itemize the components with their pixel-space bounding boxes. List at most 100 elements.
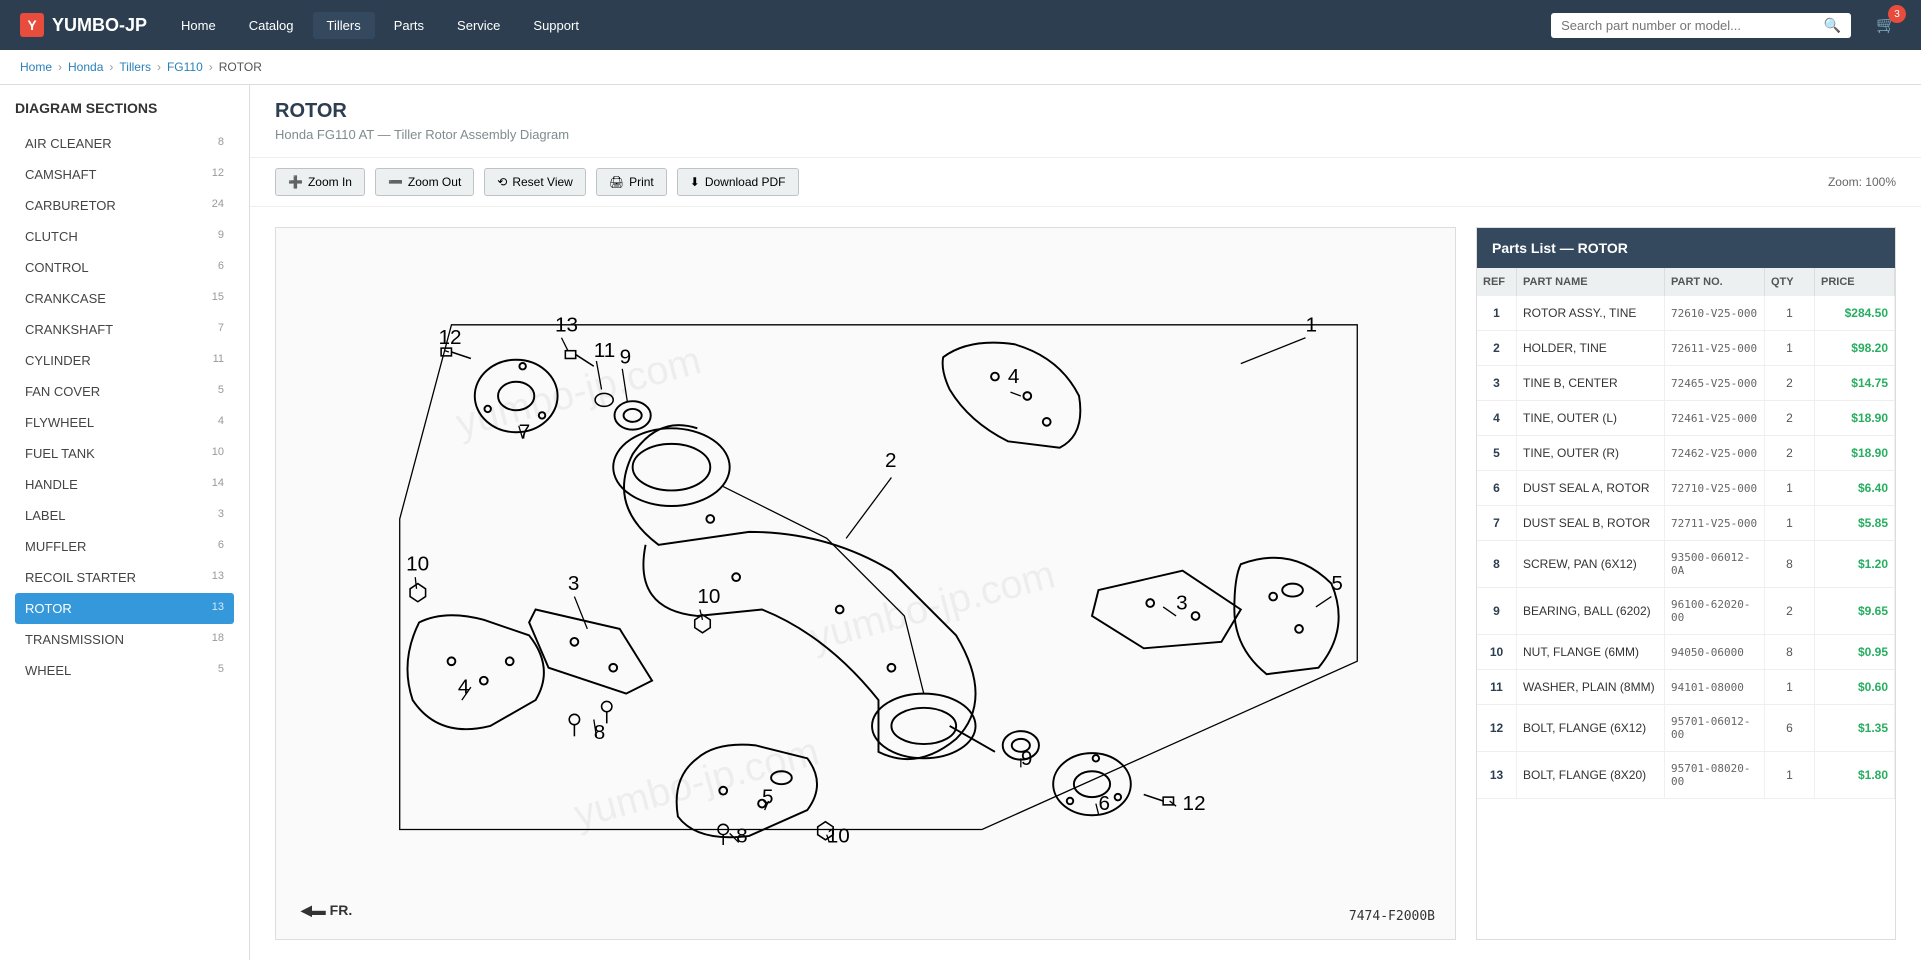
sidebar-item-muffler[interactable]: MUFFLER6 xyxy=(15,531,234,562)
ref-cell: 9 xyxy=(1477,588,1517,634)
callout-8[interactable]: 8 xyxy=(736,824,748,847)
print-button[interactable]: 🖨 Print xyxy=(596,168,667,196)
sidebar-item-count: 8 xyxy=(218,136,224,151)
callout-6[interactable]: 6 xyxy=(1098,792,1110,815)
parts-row[interactable]: 10NUT, FLANGE (6MM)94050-060008$0.95 xyxy=(1477,635,1895,670)
callout-5[interactable]: 5 xyxy=(1331,572,1343,595)
sidebar-item-clutch[interactable]: CLUTCH9 xyxy=(15,221,234,252)
cart-button[interactable]: 🛒 3 xyxy=(1871,10,1901,40)
sidebar-item-label[interactable]: LABEL3 xyxy=(15,500,234,531)
breadcrumb: Home›Honda›Tillers›FG110›ROTOR xyxy=(0,50,1921,85)
parts-row[interactable]: 7DUST SEAL B, ROTOR72711-V25-0001$5.85 xyxy=(1477,506,1895,541)
diagram-toolbar: ➕ Zoom In ➖ Zoom Out ⟲ Reset View 🖨 Prin… xyxy=(250,158,1921,207)
bolt-13 xyxy=(565,351,593,367)
callout-4[interactable]: 4 xyxy=(1008,365,1020,388)
breadcrumb-item[interactable]: Tillers xyxy=(119,60,151,74)
sidebar-item-recoil-starter[interactable]: RECOIL STARTER13 xyxy=(15,562,234,593)
search-input[interactable] xyxy=(1561,18,1824,33)
parts-row[interactable]: 2HOLDER, TINE72611-V25-0001$98.20 xyxy=(1477,331,1895,366)
nav-item-parts[interactable]: Parts xyxy=(380,12,438,39)
callout-1[interactable]: 1 xyxy=(1305,313,1317,336)
sidebar-item-crankshaft[interactable]: CRANKSHAFT7 xyxy=(15,314,234,345)
sidebar-item-handle[interactable]: HANDLE14 xyxy=(15,469,234,500)
sidebar-item-cylinder[interactable]: CYLINDER11 xyxy=(15,345,234,376)
site-logo[interactable]: Y YUMBO-JP xyxy=(20,13,147,37)
price-cell: $18.90 xyxy=(1815,436,1895,470)
ref-cell: 2 xyxy=(1477,331,1517,365)
sidebar-item-label: LABEL xyxy=(25,508,65,523)
callout-10[interactable]: 10 xyxy=(827,824,850,847)
sidebar-item-wheel[interactable]: WHEEL5 xyxy=(15,655,234,686)
callout-8[interactable]: 8 xyxy=(594,721,606,744)
name-cell: SCREW, PAN (6X12) xyxy=(1517,541,1665,587)
parts-row[interactable]: 8SCREW, PAN (6X12)93500-06012-0A8$1.20 xyxy=(1477,541,1895,588)
tine-outer-l-part xyxy=(407,615,543,729)
zoom-out-button[interactable]: ➖ Zoom Out xyxy=(375,168,474,196)
sidebar-item-camshaft[interactable]: CAMSHAFT12 xyxy=(15,159,234,190)
parts-row[interactable]: 5TINE, OUTER (R)72462-V25-0002$18.90 xyxy=(1477,436,1895,471)
sidebar-item-count: 4 xyxy=(218,415,224,430)
parts-row[interactable]: 6DUST SEAL A, ROTOR72710-V25-0001$6.40 xyxy=(1477,471,1895,506)
callout-12[interactable]: 12 xyxy=(1183,792,1206,815)
diagram-view[interactable]: yumbo-jp.com yumbo-jp.com yumbo-jp.com xyxy=(275,227,1456,940)
breadcrumb-item[interactable]: FG110 xyxy=(167,60,203,74)
nav-item-support[interactable]: Support xyxy=(519,12,593,39)
nav-item-catalog[interactable]: Catalog xyxy=(235,12,308,39)
parts-row[interactable]: 3TINE B, CENTER72465-V25-0002$14.75 xyxy=(1477,366,1895,401)
sidebar-item-label: CARBURETOR xyxy=(25,198,116,213)
download-button[interactable]: ⬇ Download PDF xyxy=(677,168,799,196)
name-cell: DUST SEAL B, ROTOR xyxy=(1517,506,1665,540)
reset-view-button[interactable]: ⟲ Reset View xyxy=(484,168,586,196)
number-cell: 72462-V25-000 xyxy=(1665,436,1765,470)
sidebar-item-carburetor[interactable]: CARBURETOR24 xyxy=(15,190,234,221)
sidebar-item-flywheel[interactable]: FLYWHEEL4 xyxy=(15,407,234,438)
callout-9[interactable]: 9 xyxy=(620,346,632,369)
sidebar-item-air-cleaner[interactable]: AIR CLEANER8 xyxy=(15,128,234,159)
download-icon: ⬇ xyxy=(690,175,700,189)
parts-row[interactable]: 4TINE, OUTER (L)72461-V25-0002$18.90 xyxy=(1477,401,1895,436)
col-price: Price xyxy=(1815,268,1895,296)
callout-2[interactable]: 2 xyxy=(885,449,897,472)
parts-row[interactable]: 1ROTOR ASSY., TINE72610-V25-0001$284.50 xyxy=(1477,296,1895,331)
callout-13[interactable]: 13 xyxy=(555,313,578,336)
sidebar-item-rotor[interactable]: ROTOR13 xyxy=(15,593,234,624)
parts-row[interactable]: 13BOLT, FLANGE (8X20)95701-08020-001$1.8… xyxy=(1477,752,1895,799)
tine-outer-l-part-2 xyxy=(943,342,1081,447)
price-cell: $0.95 xyxy=(1815,635,1895,669)
number-cell: 72710-V25-000 xyxy=(1665,471,1765,505)
sidebar-item-count: 11 xyxy=(213,353,224,368)
parts-row[interactable]: 12BOLT, FLANGE (6X12)95701-06012-006$1.3… xyxy=(1477,705,1895,752)
callout-11[interactable]: 11 xyxy=(594,339,615,362)
search-icon[interactable]: 🔍 xyxy=(1824,17,1841,34)
ref-cell: 1 xyxy=(1477,296,1517,330)
callout-10[interactable]: 10 xyxy=(697,585,720,608)
nav-item-tillers[interactable]: Tillers xyxy=(313,12,375,39)
sidebar-item-fuel-tank[interactable]: FUEL TANK10 xyxy=(15,438,234,469)
callout-10[interactable]: 10 xyxy=(406,553,429,576)
callout-12[interactable]: 12 xyxy=(438,326,461,349)
breadcrumb-item[interactable]: Home xyxy=(20,60,52,74)
sidebar-item-transmission[interactable]: TRANSMISSION18 xyxy=(15,624,234,655)
sidebar-item-fan-cover[interactable]: FAN COVER5 xyxy=(15,376,234,407)
sidebar-item-label: TRANSMISSION xyxy=(25,632,124,647)
parts-row[interactable]: 11WASHER, PLAIN (8MM)94101-080001$0.60 xyxy=(1477,670,1895,705)
nav-item-service[interactable]: Service xyxy=(443,12,514,39)
zoom-out-icon: ➖ xyxy=(388,175,403,189)
sidebar-item-crankcase[interactable]: CRANKCASE15 xyxy=(15,283,234,314)
nav-item-home[interactable]: Home xyxy=(167,12,230,39)
sidebar-item-control[interactable]: CONTROL6 xyxy=(15,252,234,283)
zoom-in-button[interactable]: ➕ Zoom In xyxy=(275,168,365,196)
callout-7[interactable]: 7 xyxy=(519,421,531,444)
callout-5[interactable]: 5 xyxy=(762,785,774,808)
callout-9[interactable]: 9 xyxy=(1021,747,1033,770)
parts-row[interactable]: 9BEARING, BALL (6202)96100-62020-002$9.6… xyxy=(1477,588,1895,635)
callout-4[interactable]: 4 xyxy=(458,675,470,698)
sidebar-item-count: 7 xyxy=(218,322,224,337)
callout-3[interactable]: 3 xyxy=(568,572,580,595)
diagram-ref-id: 7474-F2000B xyxy=(1349,909,1435,924)
name-cell: NUT, FLANGE (6MM) xyxy=(1517,635,1665,669)
qty-cell: 1 xyxy=(1765,471,1815,505)
sidebar-item-count: 5 xyxy=(218,384,224,399)
callout-3[interactable]: 3 xyxy=(1176,591,1188,614)
breadcrumb-item[interactable]: Honda xyxy=(68,60,103,74)
